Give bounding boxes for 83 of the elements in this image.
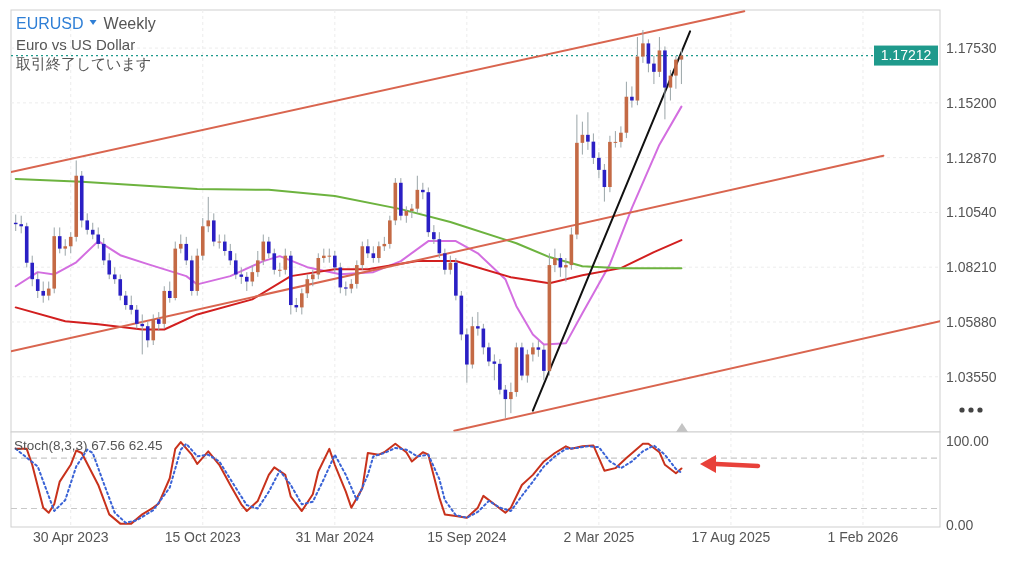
candlestick (222, 234, 227, 257)
candlestick (432, 224, 436, 245)
candlestick (619, 125, 623, 149)
x-tick-label: 17 Aug 2025 (691, 529, 771, 545)
y-tick-label: 1.17530 (946, 39, 997, 56)
x-tick-label: 1 Feb 2026 (827, 529, 899, 545)
candlestick (443, 248, 447, 275)
candlestick (597, 151, 601, 179)
annotation: 取引終了しています (16, 55, 151, 72)
candlestick (96, 226, 101, 250)
candlestick (233, 252, 238, 280)
y-tick-label: 1.03550 (946, 368, 997, 385)
ref-line-label: 1.17212 (880, 47, 932, 64)
y-tick-label: 100.00 (946, 433, 990, 450)
candlestick (487, 342, 491, 367)
candlestick (674, 55, 678, 90)
candlestick (652, 55, 656, 85)
candlestick (206, 196, 211, 233)
candlestick (57, 226, 62, 254)
candlestick (283, 248, 288, 275)
candlestick (151, 313, 156, 346)
candlestick (30, 255, 35, 287)
candlestick (118, 273, 123, 301)
y-tick-label: 1.08210 (946, 259, 997, 276)
x-tick-label: 31 Mar 2024 (295, 529, 375, 545)
candlestick (244, 271, 249, 292)
candlestick (476, 311, 480, 337)
candlestick (586, 111, 590, 151)
annotation: Euro vs US Dollar (16, 36, 136, 53)
candlestick (35, 271, 40, 299)
candlestick (46, 281, 51, 301)
x-tick-label: 2 Mar 2025 (563, 529, 635, 545)
candlestick (255, 250, 260, 278)
x-tick-label: 15 Oct 2023 (164, 529, 242, 545)
candlestick (531, 342, 535, 362)
candlestick (630, 85, 634, 109)
candlestick (123, 290, 128, 311)
candlestick (492, 353, 497, 381)
candlestick (553, 248, 557, 273)
chart-subtitle: Weekly (103, 15, 156, 32)
candlestick (388, 215, 392, 250)
candlestick (85, 212, 90, 236)
candlestick (41, 281, 46, 304)
x-tick-label: 30 Apr 2023 (32, 529, 109, 545)
y-tick-label: 1.05880 (946, 313, 997, 330)
candlestick (355, 259, 359, 290)
y-tick-label: 0.00 (946, 517, 974, 534)
line-series (14, 105, 683, 346)
chart-title: EURUSD (16, 15, 84, 32)
candlestick (178, 234, 183, 254)
candlestick (228, 243, 233, 266)
candlestick (272, 248, 277, 275)
candlestick (377, 241, 381, 264)
y-tick-label: 1.12870 (946, 149, 997, 166)
candlestick (217, 234, 222, 250)
candlestick (129, 295, 134, 315)
candlestick (107, 252, 112, 280)
candlestick (145, 321, 150, 348)
candlestick (641, 29, 645, 64)
candlestick (261, 234, 266, 266)
candlestick (101, 237, 106, 266)
candlestick (564, 257, 568, 283)
candlestick (211, 212, 216, 247)
candlestick (333, 250, 337, 273)
candlestick (278, 262, 282, 278)
line-series (14, 239, 683, 331)
x-tick-label: 15 Sep 2024 (427, 529, 507, 545)
y-tick-label: 1.15200 (946, 94, 997, 111)
candlestick (542, 344, 546, 381)
candlestick (134, 304, 139, 330)
candlestick (250, 264, 255, 287)
candlestick (366, 238, 370, 259)
line-series (14, 178, 683, 270)
candlestick (167, 281, 172, 304)
y-tick-label: 1.10540 (946, 204, 997, 221)
candlestick (156, 311, 161, 332)
candlestick (140, 313, 145, 355)
candlestick (184, 236, 189, 266)
candlestick (266, 236, 271, 259)
candlestick (300, 288, 304, 315)
candlestick (68, 231, 73, 254)
text: Stoch(8,3,3) 67.56 62.45 (14, 438, 163, 453)
candlestick (509, 382, 513, 414)
